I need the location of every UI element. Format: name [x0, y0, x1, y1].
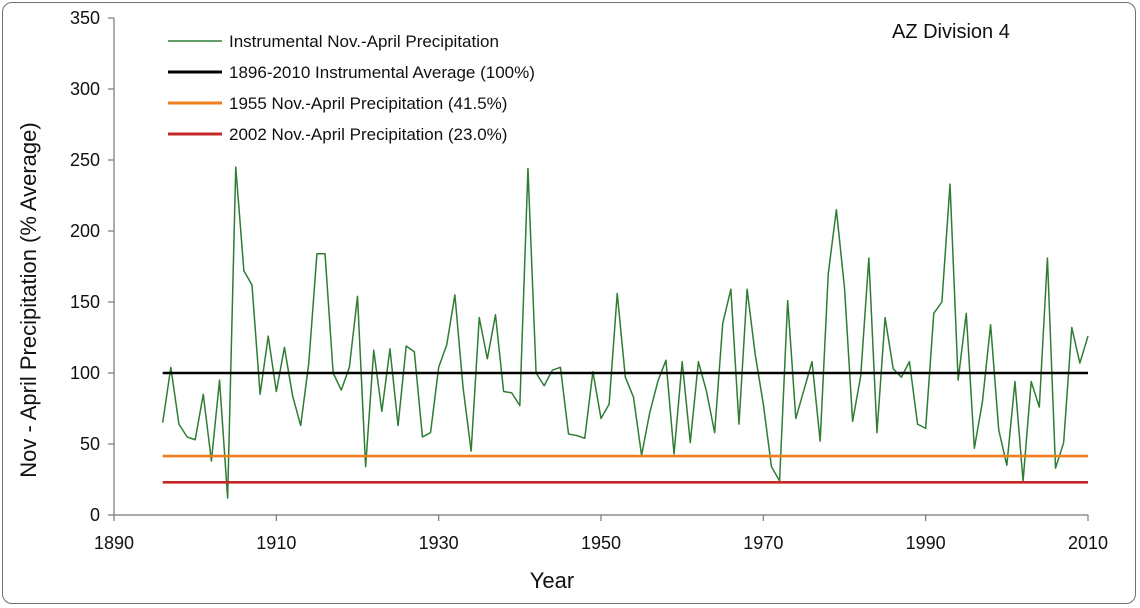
x-tick-label: 1890	[94, 533, 134, 553]
x-tick-label: 1950	[581, 533, 621, 553]
y-tick-label: 300	[70, 79, 100, 99]
x-tick-label: 2010	[1068, 533, 1108, 553]
y-tick-label: 250	[70, 150, 100, 170]
axes	[113, 18, 1088, 516]
x-tick-label: 1990	[906, 533, 946, 553]
y-tick-label: 0	[90, 505, 100, 525]
x-ticks: 1890 1910 1930 1950 1970 1990 2010	[94, 515, 1108, 553]
legend-label-1: Instrumental Nov.-April Precipitation	[229, 32, 499, 51]
y-tick-label: 50	[80, 434, 100, 454]
plot-lines	[161, 166, 1089, 499]
x-axis-title: Year	[530, 568, 574, 593]
legend: Instrumental Nov.-April Precipitation 189…	[168, 32, 535, 144]
legend-label-3: 1955 Nov.-April Precipitation (41.5%)	[229, 94, 507, 113]
y-ticks: 0 50 100 150 200 250 300 350	[70, 8, 114, 525]
y-tick-label: 150	[70, 292, 100, 312]
legend-label-2: 1896-2010 Instrumental Average (100%)	[229, 63, 535, 82]
x-tick-label: 1970	[743, 533, 783, 553]
y-tick-label: 100	[70, 363, 100, 383]
legend-label-4: 2002 Nov.-April Precipitation (23.0%)	[229, 125, 507, 144]
x-tick-label: 1930	[419, 533, 459, 553]
series-line-1	[161, 166, 1089, 499]
x-tick-label: 1910	[256, 533, 296, 553]
y-axis-title: Nov - April Precipitation (% Average)	[16, 122, 41, 477]
y-tick-label: 350	[70, 8, 100, 28]
division-annotation: AZ Division 4	[892, 21, 1010, 43]
y-tick-label: 200	[70, 221, 100, 241]
